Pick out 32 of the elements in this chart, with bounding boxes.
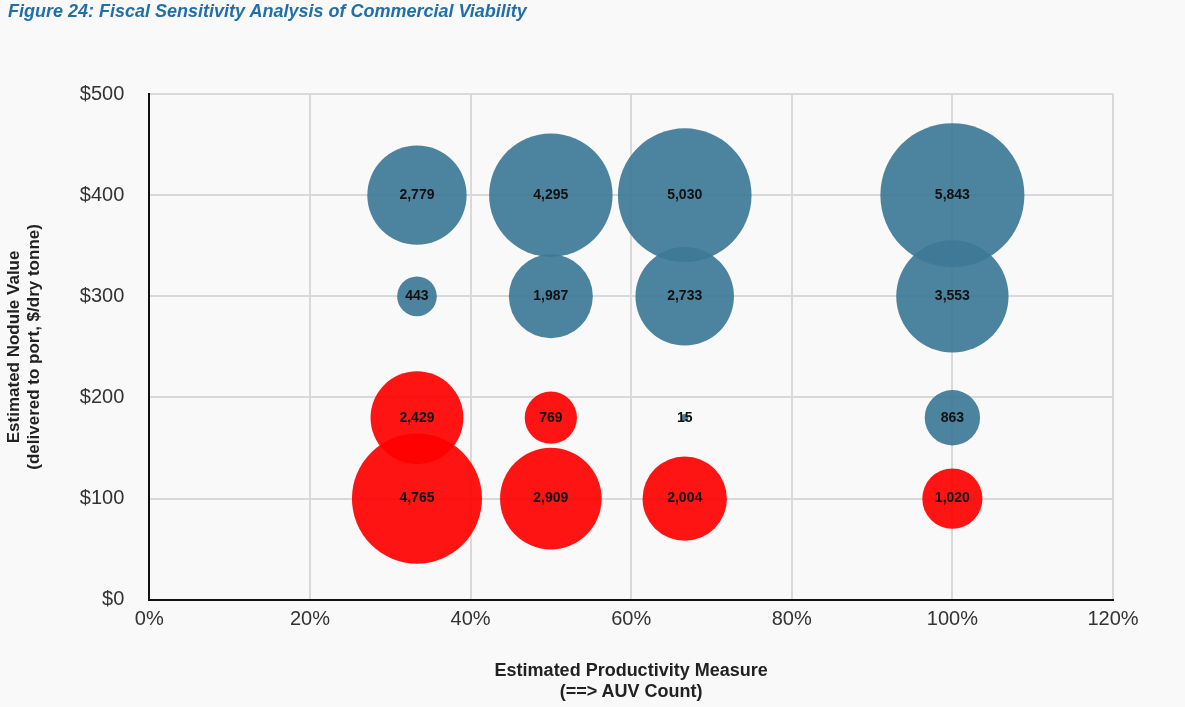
y-tick-label: $400 xyxy=(79,182,125,205)
data-label: 443 xyxy=(405,287,429,304)
y-tick-label: $100 xyxy=(79,486,125,509)
data-label: 5,843 xyxy=(934,186,971,203)
data-label: 2,733 xyxy=(667,287,703,304)
x-tick-label: 20% xyxy=(289,607,331,630)
data-label: 1,987 xyxy=(533,287,569,304)
y-axis-title: Estimated Nodule Value (delivered to port, $/dry tonne) xyxy=(3,224,44,470)
x-tick-label: 100% xyxy=(926,607,979,630)
x-tick-label: 0% xyxy=(134,607,164,630)
x-tick-label: 80% xyxy=(771,607,812,630)
x-tick-label: 40% xyxy=(450,607,491,630)
data-label: 4,295 xyxy=(533,186,569,203)
data-label: 863 xyxy=(940,408,965,425)
data-label: 15 xyxy=(676,408,693,425)
data-label: 2,429 xyxy=(399,408,435,425)
chart-title: Figure 24: Fiscal Sensitivity Analysis of Commercial Viability xyxy=(7,0,529,22)
x-tick-label: 120% xyxy=(1087,607,1139,630)
data-label: 1,020 xyxy=(934,489,971,506)
data-label: 4,765 xyxy=(399,489,435,506)
data-label: 2,779 xyxy=(399,186,435,203)
y-tick-label: $200 xyxy=(79,385,125,407)
data-label: 5,030 xyxy=(667,186,703,203)
data-label: 2,004 xyxy=(667,489,703,506)
x-tick-label: 60% xyxy=(611,607,652,630)
data-label: 3,553 xyxy=(934,287,971,304)
data-label: 769 xyxy=(539,408,563,425)
y-tick-label: $500 xyxy=(79,81,125,104)
x-axis-title: Estimated Productivity Measure (==> AUV Count) xyxy=(494,659,768,702)
y-tick-label: $0 xyxy=(102,587,125,610)
y-tick-label: $300 xyxy=(79,283,125,306)
data-label: 2,909 xyxy=(533,489,569,506)
